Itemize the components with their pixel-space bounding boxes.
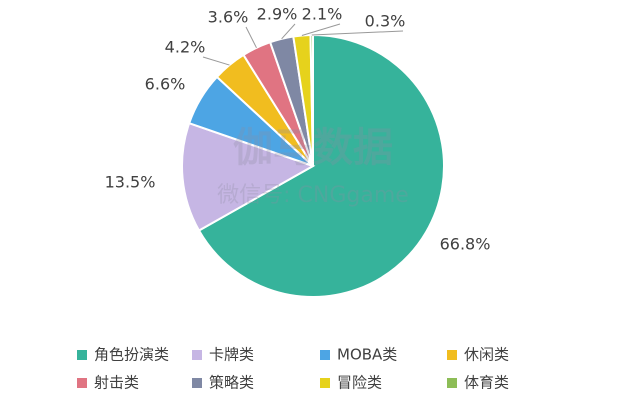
data-label: 2.9% <box>257 5 298 24</box>
pie-slice <box>181 121 316 232</box>
legend-label: 冒险类 <box>337 374 382 392</box>
legend-label: 体育类 <box>464 374 509 392</box>
legend-swatch <box>320 350 330 360</box>
leader-line <box>311 30 404 36</box>
legend-label: 射击类 <box>94 374 139 392</box>
leader-line <box>281 23 296 40</box>
pie-slice <box>197 33 445 298</box>
legend-label: 策略类 <box>209 374 254 392</box>
leader-line <box>245 26 257 49</box>
legend-label: MOBA类 <box>337 346 397 364</box>
data-label: 0.3% <box>365 12 406 31</box>
legend-label: 休闲类 <box>464 346 509 364</box>
data-label: 3.6% <box>208 8 249 27</box>
data-label: 13.5% <box>105 173 156 192</box>
legend-swatch <box>77 378 87 388</box>
data-label: 6.6% <box>145 75 186 94</box>
legend-label: 卡牌类 <box>209 346 254 364</box>
data-label: 2.1% <box>302 5 343 24</box>
legend-label: 角色扮演类 <box>94 346 169 364</box>
legend-swatch <box>192 350 202 360</box>
leader-line <box>202 56 230 66</box>
legend-swatch <box>447 350 457 360</box>
watermark: 伽马数据 <box>233 125 393 171</box>
legend-swatch <box>447 378 457 388</box>
legend-swatch <box>320 378 330 388</box>
data-label: 4.2% <box>165 38 206 57</box>
legend-swatch <box>192 378 202 388</box>
watermark: 微信号: CNGgame <box>217 183 409 208</box>
data-label: 66.8% <box>440 235 491 254</box>
legend-swatch <box>77 350 87 360</box>
leader-line <box>301 23 341 36</box>
